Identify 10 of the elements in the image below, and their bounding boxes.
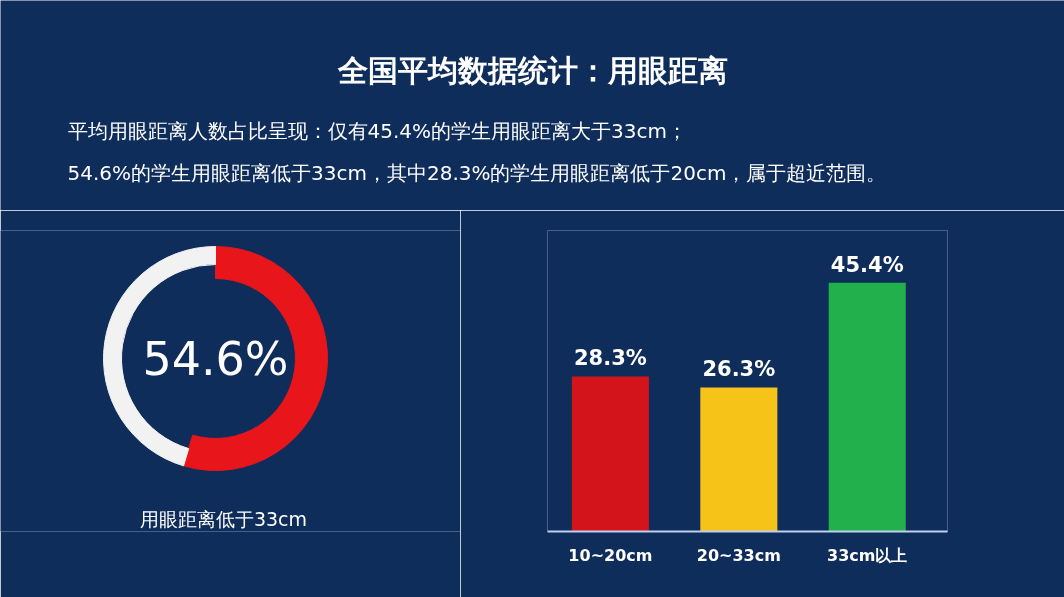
data-label: 26.3% bbox=[702, 357, 776, 382]
text: 54.6% bbox=[142, 331, 289, 386]
text: 全国平均数据统计：用眼距离 bbox=[336, 53, 728, 88]
slice-label: 用眼距离低于33cm bbox=[139, 507, 308, 530]
x-tick-label: 20~33cm bbox=[696, 545, 781, 565]
x-tick-label: 33cm以上 bbox=[827, 545, 908, 565]
text: 平均用眼距离人数占比呈现：仅有45.4%的学生用眼距离大于33cm； 54.6%的学生用眼距离低于33cm，其中28.3%的学生用眼距离低于20cm，属于超近范围。 bbox=[67, 118, 887, 185]
x-tick-label: 10~20cm bbox=[568, 545, 653, 565]
data-label: 45.4% bbox=[830, 252, 904, 277]
data-label: 28.3% bbox=[573, 346, 647, 371]
